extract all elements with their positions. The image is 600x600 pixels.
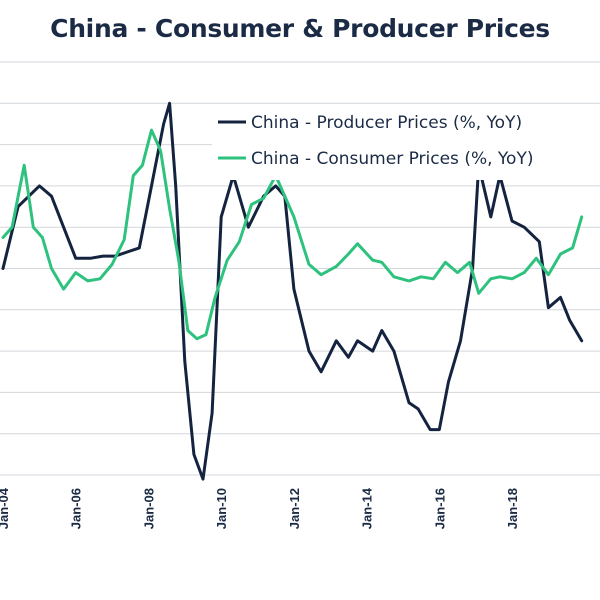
x-axis-ticks: Jan-04 Jan-06 Jan-08 Jan-10 Jan-12 Jan-14 Jan-… xyxy=(0,487,520,529)
legend-label-producer: China - Producer Prices (%, YoY) xyxy=(251,113,522,133)
x-tick-label: Jan-16 xyxy=(432,488,447,529)
legend-background xyxy=(212,104,600,180)
producer-prices-line xyxy=(1,101,584,481)
legend: China - Producer Prices (%, YoY) China - … xyxy=(212,104,600,180)
x-tick-label: Jan-08 xyxy=(141,488,156,529)
x-tick-label: Jan-06 xyxy=(69,488,84,529)
chart-title: China - Consumer & Producer Prices xyxy=(50,14,550,43)
legend-label-consumer: China - Consumer Prices (%, YoY) xyxy=(251,149,533,169)
x-tick-label: Jan-18 xyxy=(505,488,520,529)
x-tick-label: Jan-14 xyxy=(360,487,375,529)
x-tick-label: Jan-10 xyxy=(214,488,229,529)
x-tick-label: Jan-12 xyxy=(287,488,302,529)
x-tick-label: Jan-04 xyxy=(0,487,11,529)
grid-layer xyxy=(0,61,600,476)
